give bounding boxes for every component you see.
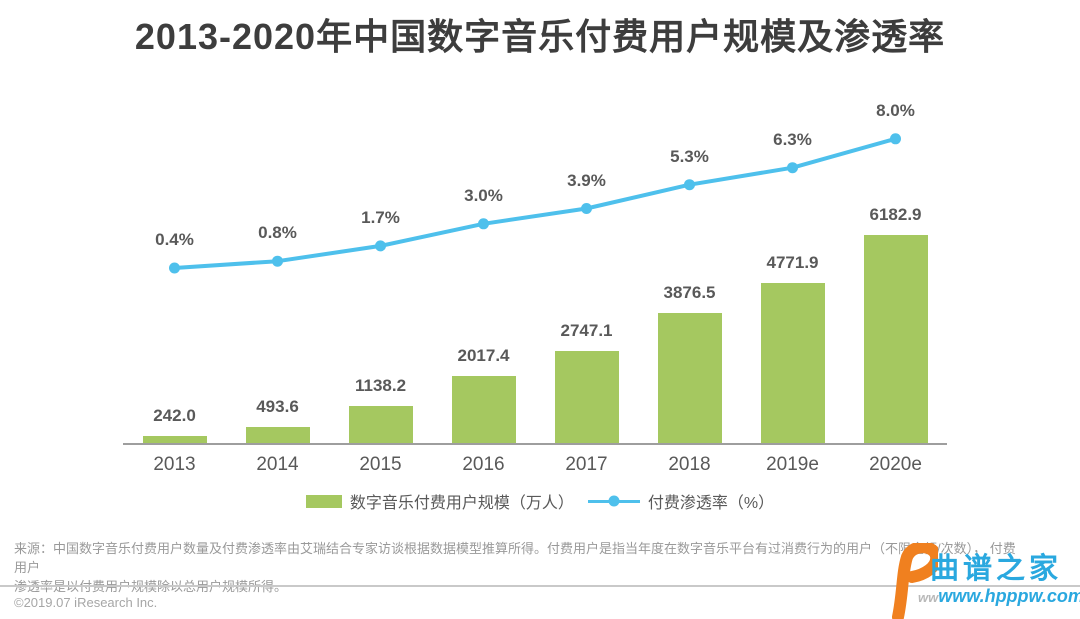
watermark-logo-icon [892, 543, 938, 619]
bar-2016 [451, 375, 516, 444]
legend-label-bar: 数字音乐付费用户规模（万人） [349, 495, 574, 512]
bar-value-label: 6182.9 [869, 205, 922, 224]
legend: 数字音乐付费用户规模（万人） 付费渗透率（%） [0, 489, 1080, 513]
x-axis-label: 2018 [668, 454, 711, 475]
legend-item-line: 付费渗透率（%） [587, 489, 775, 513]
x-axis-label: 2015 [359, 454, 402, 475]
bar-2015 [348, 405, 413, 444]
source-note-line1: 来源：中国数字音乐付费用户数量及付费渗透率由艾瑞结合专家访谈根据数据模型推算所得… [14, 541, 1016, 575]
bar-2020e [863, 235, 928, 444]
line-value-label: 3.9% [567, 170, 606, 190]
line-value-label: 0.8% [258, 223, 297, 243]
chart-title: 2013-2020年中国数字音乐付费用户规模及渗透率 [134, 16, 946, 57]
line-swatch-icon [587, 495, 640, 507]
watermark-site-name: 曲谱之家 [930, 553, 1063, 585]
line-value-label: 5.3% [670, 146, 709, 166]
bar-2017 [554, 351, 619, 444]
bar-2018 [657, 312, 722, 444]
bar-2019e [760, 282, 825, 444]
bar-2014 [245, 427, 310, 444]
watermark-url-text: www.hpppw.com [938, 586, 1080, 606]
bar-value-label: 3876.5 [663, 282, 716, 302]
x-axis-label: 2016 [462, 454, 505, 475]
x-axis-label: 2020e [869, 454, 922, 475]
watermark-url: wwwww.hpppw.com [918, 587, 1080, 607]
bar-value-label: 2747.1 [560, 321, 613, 341]
line-value-label: 6.3% [773, 129, 812, 149]
line-value-label: 0.4% [155, 230, 194, 249]
x-axis-label: 2013 [153, 454, 196, 475]
line-value-label: 8.0% [876, 100, 915, 120]
x-axis-line [123, 443, 947, 445]
bar-value-label: 242.0 [153, 405, 196, 425]
bar-2013 [142, 435, 207, 444]
x-axis-label: 2019e [766, 454, 819, 475]
x-axis-label: 2014 [256, 454, 299, 475]
legend-label-line: 付费渗透率（%） [647, 495, 775, 512]
bar-value-label: 493.6 [256, 397, 299, 417]
line-value-label: 1.7% [361, 207, 400, 227]
line-value-label: 3.0% [464, 185, 503, 205]
legend-item-bar: 数字音乐付费用户规模（万人） [305, 489, 574, 513]
watermark-url-ghost: ww [918, 590, 939, 605]
x-axis-label: 2017 [565, 454, 608, 475]
bar-swatch-icon [305, 494, 342, 508]
footer-divider [0, 585, 1080, 587]
copyright-text: ©2019.07 iResearch Inc. [14, 595, 158, 610]
bar-value-label: 2017.4 [457, 345, 510, 365]
bar-value-label: 4771.9 [766, 252, 819, 272]
watermark: 曲谱之家 wwwww.hpppw.com [862, 543, 1080, 619]
bar-value-label: 1138.2 [354, 375, 407, 395]
